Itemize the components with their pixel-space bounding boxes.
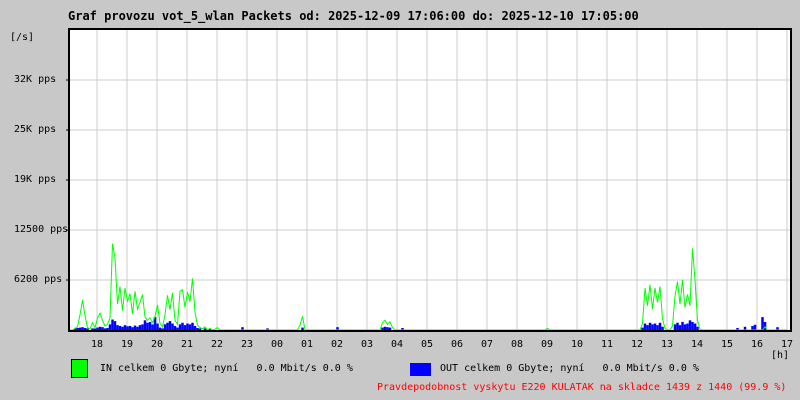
x-axis-label: 14 bbox=[690, 339, 704, 350]
x-axis-label: 02 bbox=[330, 339, 344, 350]
x-axis-label: 10 bbox=[570, 339, 584, 350]
legend-out-label: OUT celkem 0 Gbyte; nyní 0.0 Mbit/s 0.0 … bbox=[440, 363, 699, 374]
legend-in-label: IN celkem 0 Gbyte; nyní 0.0 Mbit/s 0.0 % bbox=[100, 363, 353, 374]
x-axis-label: 16 bbox=[750, 339, 764, 350]
x-axis-label: 22 bbox=[210, 339, 224, 350]
x-axis-label: 18 bbox=[90, 339, 104, 350]
x-axis-label: 21 bbox=[180, 339, 194, 350]
status-text: Pravdepodobnost vyskytu E220 KULATAK na … bbox=[377, 382, 787, 393]
y-axis-label: 12500 pps bbox=[14, 224, 69, 235]
y-axis-label: 32K pps bbox=[14, 74, 57, 85]
y-axis-unit-label: [/s] bbox=[10, 32, 35, 43]
x-axis-label: 00 bbox=[270, 339, 284, 350]
x-axis-label: 20 bbox=[150, 339, 164, 350]
x-axis-label: 05 bbox=[420, 339, 434, 350]
y-axis-label: 19K pps bbox=[14, 174, 57, 185]
legend-out-swatch bbox=[410, 363, 431, 376]
traffic-plot-canvas bbox=[66, 28, 792, 332]
x-axis-label: 04 bbox=[390, 339, 404, 350]
x-axis-label: 13 bbox=[660, 339, 674, 350]
x-axis-label: 08 bbox=[510, 339, 524, 350]
x-axis-label: 12 bbox=[630, 339, 644, 350]
x-axis-label: 17 bbox=[780, 339, 794, 350]
x-axis-label: 19 bbox=[120, 339, 134, 350]
x-axis-label: 06 bbox=[450, 339, 464, 350]
x-axis-label: 11 bbox=[600, 339, 614, 350]
x-axis-label: 15 bbox=[720, 339, 734, 350]
x-axis-label: 01 bbox=[300, 339, 314, 350]
y-axis-label: 6200 pps bbox=[14, 274, 63, 285]
y-axis-label: 25K pps bbox=[14, 124, 57, 135]
legend-in-swatch bbox=[71, 359, 88, 378]
page-title: Graf provozu vot_5_wlan Packets od: 2025… bbox=[68, 9, 639, 23]
x-axis-label: 09 bbox=[540, 339, 554, 350]
x-axis-label: 07 bbox=[480, 339, 494, 350]
x-axis-label: 23 bbox=[240, 339, 254, 350]
x-axis-label: 03 bbox=[360, 339, 374, 350]
x-axis-unit-label: [h] bbox=[771, 350, 790, 361]
